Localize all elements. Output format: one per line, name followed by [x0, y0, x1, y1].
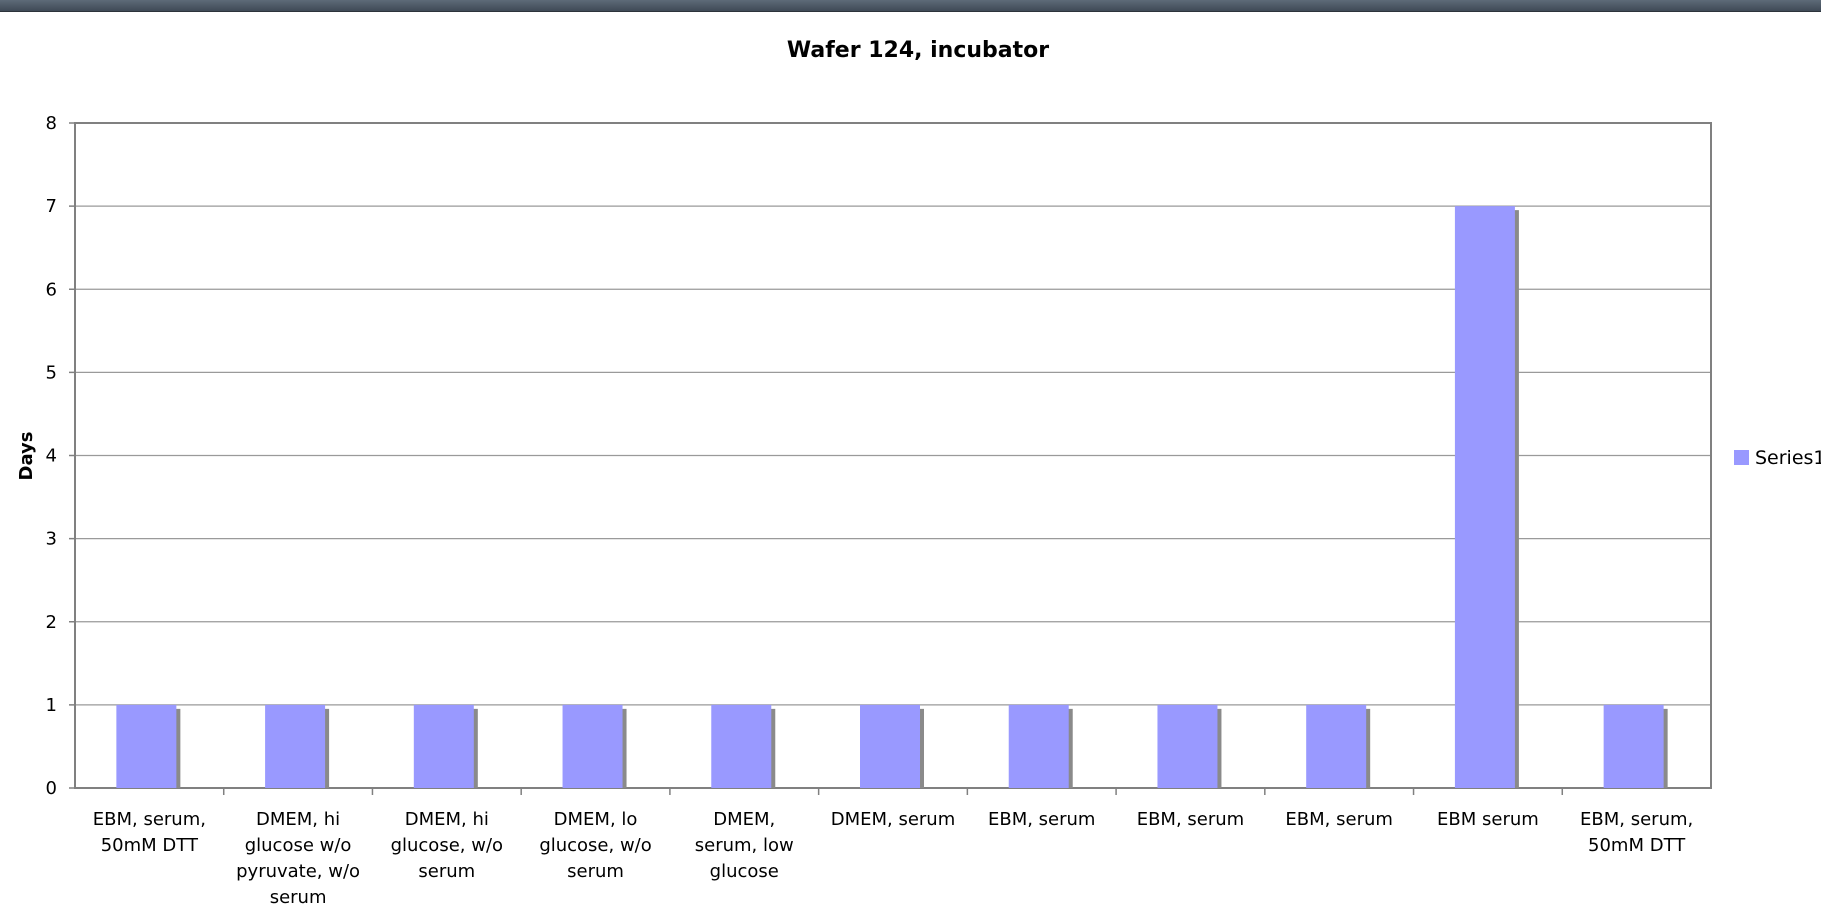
bar-series1 [116, 704, 177, 788]
bar-series1 [1008, 704, 1069, 788]
x-category-label: EBM, serum [988, 809, 1096, 830]
bar-series1 [711, 704, 772, 788]
y-tick-label: 3 [46, 529, 57, 550]
x-category-label: DMEM, hi glucose, w/o serum [391, 809, 503, 882]
legend: Series1 [1734, 447, 1821, 469]
bar-series1 [1603, 704, 1664, 788]
x-category-label: EBM, serum, 50mM DTT [93, 809, 206, 856]
bar-series [116, 206, 1668, 788]
bar-series1 [860, 704, 920, 788]
bar-series1 [265, 704, 326, 788]
x-category-label: DMEM, hi glucose w/o pyruvate, w/o serum [236, 809, 360, 908]
x-category-label: DMEM, lo glucose, w/o serum [539, 809, 651, 882]
x-category-label: DMEM, serum, low glucose [695, 809, 794, 882]
y-tick-label: 6 [46, 279, 57, 300]
x-category-label: DMEM, serum [831, 809, 956, 830]
y-tick-label: 1 [46, 695, 57, 716]
y-tick-label: 4 [46, 446, 57, 467]
y-tick-label: 2 [46, 612, 57, 633]
y-tick-label: 5 [46, 362, 57, 383]
bar-series1 [1306, 704, 1367, 788]
x-axis-category-labels: EBM, serum, 50mM DTT DMEM, hi glucose w/o py… [93, 788, 1693, 908]
x-category-label: EBM, serum [1285, 809, 1393, 830]
bar-series1 [1454, 206, 1515, 788]
y-tick-label: 8 [46, 113, 57, 134]
legend-label-series1: Series1 [1755, 447, 1821, 469]
bar-series1 [413, 704, 474, 788]
y-axis-title: Days [16, 432, 37, 481]
x-category-label: EBM, serum [1137, 809, 1245, 830]
x-category-label: EBM serum [1437, 809, 1539, 830]
chart-title: Wafer 124, incubator [787, 38, 1049, 63]
x-category-label: EBM, serum, 50mM DTT [1580, 809, 1693, 856]
y-tick-label: 7 [46, 196, 57, 217]
window-title-bar [0, 0, 1821, 12]
y-tick-label: 0 [46, 778, 57, 799]
y-axis-ticks: 0 1 2 3 4 5 6 7 8 [46, 113, 75, 799]
bar-series1 [1157, 704, 1218, 788]
legend-swatch-series1 [1734, 450, 1749, 465]
bar-series1 [562, 704, 623, 788]
